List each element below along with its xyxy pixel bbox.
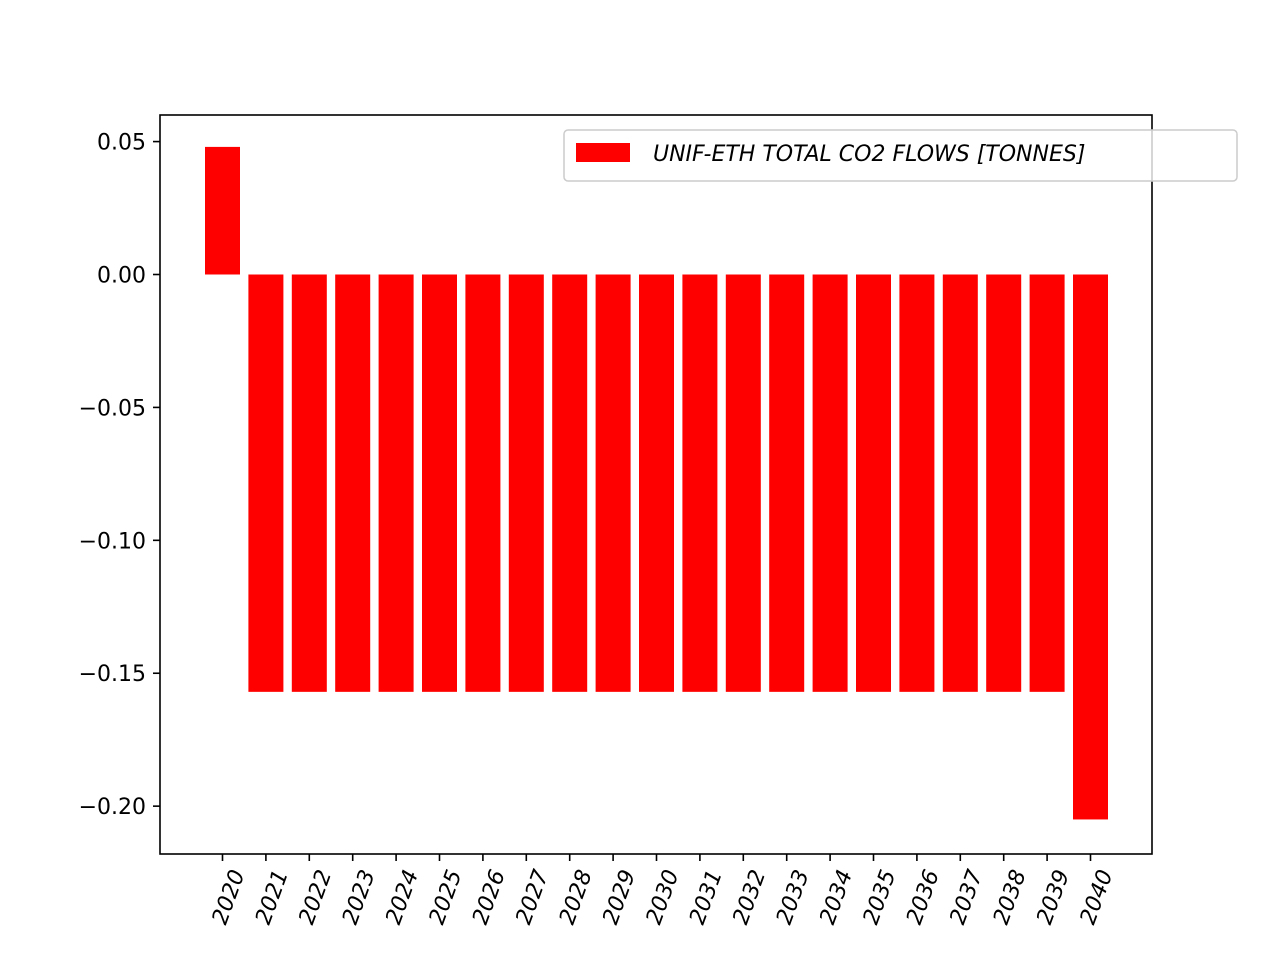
x-tick-label: 2023 bbox=[338, 867, 381, 928]
bar-2039 bbox=[1029, 274, 1065, 692]
y-tick-label: −0.20 bbox=[79, 795, 146, 820]
y-tick-label: 0.05 bbox=[97, 131, 146, 156]
x-tick-label: 2034 bbox=[815, 867, 858, 928]
bar-2035 bbox=[856, 274, 891, 692]
bar-2025 bbox=[422, 274, 457, 692]
x-tick-label: 2036 bbox=[902, 867, 945, 928]
bar-2034 bbox=[812, 274, 848, 692]
bar-2033 bbox=[769, 274, 805, 692]
x-tick-label: 2039 bbox=[1032, 867, 1075, 928]
x-tick-label: 2024 bbox=[381, 867, 424, 928]
bar-2026 bbox=[465, 274, 501, 692]
bar-2032 bbox=[725, 274, 761, 692]
x-tick-label: 2040 bbox=[1076, 867, 1119, 928]
bar-2040 bbox=[1073, 274, 1108, 820]
x-tick-label: 2031 bbox=[685, 867, 728, 928]
bar-2028 bbox=[552, 274, 588, 692]
legend-box bbox=[563, 129, 1238, 182]
x-tick-label: 2028 bbox=[555, 867, 598, 928]
bars bbox=[205, 146, 1108, 820]
bar-2023 bbox=[335, 274, 371, 692]
x-tick-label: 2022 bbox=[295, 867, 338, 928]
bar-2037 bbox=[942, 274, 978, 692]
x-tick-label: 2027 bbox=[512, 867, 555, 928]
x-tick-label: 2037 bbox=[946, 867, 989, 928]
x-tick-label: 2038 bbox=[989, 867, 1032, 928]
x-tick-label: 2032 bbox=[729, 867, 772, 928]
x-tick-label: 2029 bbox=[598, 867, 641, 928]
bar-2036 bbox=[899, 274, 935, 692]
x-tick-label: 2033 bbox=[772, 867, 815, 928]
bar-2038 bbox=[986, 274, 1022, 692]
legend-label: UNIF-ETH TOTAL CO2 FLOWS [TONNES] bbox=[653, 142, 1085, 167]
x-tick-label: 2035 bbox=[859, 867, 902, 928]
x-tick-label: 2030 bbox=[642, 867, 685, 928]
x-tick-label: 2026 bbox=[468, 867, 511, 928]
bar-2029 bbox=[595, 274, 631, 692]
bar-2022 bbox=[291, 274, 327, 692]
bar-2031 bbox=[682, 274, 718, 692]
bar-2020 bbox=[205, 146, 240, 275]
y-tick-label: 0.00 bbox=[97, 264, 146, 289]
y-axis: 0.05 0.00 −0.05 −0.10 −0.15 −0.20 bbox=[79, 131, 160, 820]
y-tick-label: −0.05 bbox=[79, 396, 146, 421]
bar-2027 bbox=[508, 274, 544, 692]
x-tick-label: 2020 bbox=[208, 867, 251, 928]
legend-swatch bbox=[576, 143, 630, 162]
bar-2030 bbox=[639, 274, 674, 692]
x-tick-label: 2021 bbox=[251, 867, 294, 928]
y-tick-label: −0.15 bbox=[79, 662, 146, 687]
x-tick-label: 2025 bbox=[425, 867, 468, 928]
y-tick-label: −0.10 bbox=[79, 529, 146, 554]
bar-2024 bbox=[378, 274, 414, 692]
legend: UNIF-ETH TOTAL CO2 FLOWS [TONNES] bbox=[563, 129, 1238, 182]
x-axis: 2020 2021 2022 2023 2024 2025 2026 2027 2028 2029… bbox=[208, 854, 1119, 928]
bar-2021 bbox=[248, 274, 284, 692]
